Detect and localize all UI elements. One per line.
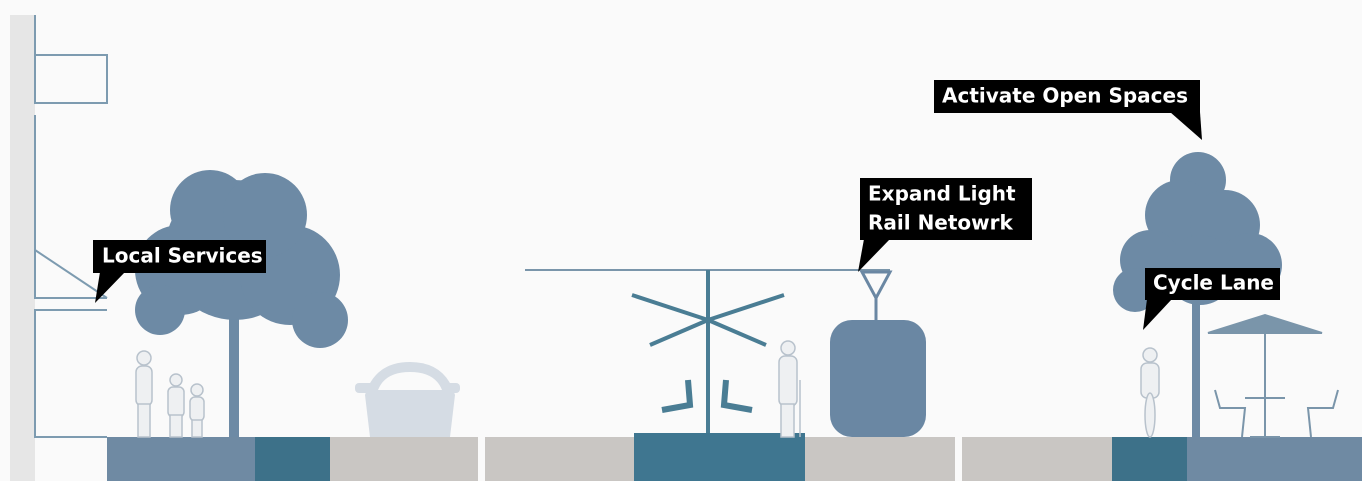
callout: Local Services xyxy=(93,240,266,303)
callout-text: Local Services xyxy=(102,244,263,268)
callout: Cycle Lane xyxy=(1143,268,1280,330)
callout: Expand Light Rail Netowrk xyxy=(858,178,1032,272)
pedestrian xyxy=(778,340,801,438)
car xyxy=(355,362,460,437)
building xyxy=(10,15,108,481)
ground xyxy=(107,433,1362,481)
cafe-table xyxy=(1207,313,1339,438)
callout-text: Cycle Lane xyxy=(1153,271,1274,295)
callout-text: Rail Netowrk xyxy=(868,211,1014,235)
rail-pole xyxy=(525,269,890,433)
tram xyxy=(830,270,926,437)
pedestrians xyxy=(135,350,205,438)
callout-text: Expand Light xyxy=(868,182,1016,206)
cyclist xyxy=(1140,347,1160,438)
callout: Activate Open Spaces xyxy=(934,80,1202,140)
callout-text: Activate Open Spaces xyxy=(942,84,1188,108)
